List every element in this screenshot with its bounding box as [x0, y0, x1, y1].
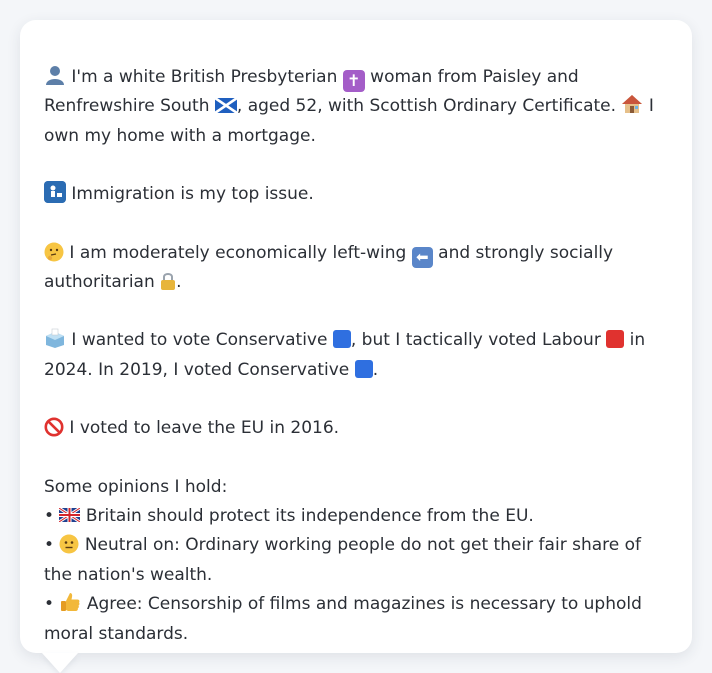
- house-icon: [622, 95, 643, 114]
- intro-text-3: , aged 52, with Scottish Ordinary Certif…: [236, 96, 622, 117]
- left-arrow-icon: ⬅: [411, 246, 433, 268]
- ballot-box-icon: [46, 329, 64, 349]
- eu-vote-text: I voted to leave the EU in 2016.: [64, 418, 340, 439]
- no-entry-icon: [44, 417, 64, 437]
- vote-text-1: I wanted to vote Conservative: [66, 330, 333, 351]
- thinking-face-icon: [44, 242, 64, 262]
- opinions-heading: Some opinions I hold:: [44, 476, 228, 497]
- vote-paragraph: I wanted to vote Conservative , but I ta…: [44, 326, 668, 385]
- bullet: •: [44, 535, 55, 556]
- spacer: [44, 297, 668, 326]
- thumbs-up-icon: [61, 593, 80, 612]
- vote-text-4: .: [372, 359, 379, 380]
- intro-text-1: I'm a white British Presbyterian: [66, 67, 343, 87]
- top-issue-text: Immigration is my top issue.: [66, 184, 314, 205]
- speech-bubble-tail: [42, 653, 78, 673]
- blue-square-icon: [354, 359, 373, 378]
- intro-text-2: woman from Paisley and Renfrewshire Sout…: [44, 67, 579, 117]
- opinion-item: • Agree: Censorship of films and magazin…: [44, 590, 668, 649]
- spacer: [44, 151, 668, 180]
- ideology-text-1: I am moderately economically left-wing: [64, 242, 412, 263]
- vote-text-3: in 2024. In 2019, I voted Conservative: [44, 330, 646, 380]
- spacer: [44, 444, 668, 473]
- opinion-text: Britain should protect its independence …: [80, 506, 534, 527]
- passport-control-icon: [44, 181, 66, 204]
- ideology-paragraph: I am moderately economically left-wing ⬅…: [44, 239, 668, 298]
- ideology-text-2: and strongly socially authoritarian: [44, 242, 614, 293]
- ideology-text-3: .: [176, 272, 182, 293]
- persona-card: I'm a white British Presbyterian ✝ woman…: [20, 20, 692, 653]
- intro-paragraph: I'm a white British Presbyterian ✝ woman…: [44, 63, 668, 151]
- vote-text-2: , but I tactically voted Labour: [350, 330, 607, 351]
- latin-cross-icon: ✝: [342, 70, 365, 92]
- uk-flag-icon: [59, 508, 81, 523]
- bullet: •: [44, 506, 55, 527]
- blue-square-icon: [332, 330, 351, 349]
- scotland-flag-icon: [214, 98, 237, 114]
- neutral-face-icon: [59, 534, 79, 554]
- bullet: •: [44, 594, 55, 615]
- top-issue-paragraph: Immigration is my top issue.: [44, 180, 668, 209]
- opinion-item: • Britain should protect its independenc…: [44, 502, 668, 531]
- intro-text-4: I own my home with a mortgage.: [44, 96, 654, 146]
- lock-icon: [161, 273, 176, 291]
- person-icon: [46, 66, 64, 85]
- eu-vote-paragraph: I voted to leave the EU in 2016.: [44, 414, 668, 443]
- opinion-item: • Neutral on: Ordinary working people do…: [44, 531, 668, 590]
- red-square-icon: [606, 330, 625, 349]
- spacer: [44, 385, 668, 414]
- opinion-text: Agree: Censorship of films and magazines…: [44, 594, 642, 644]
- spacer: [44, 210, 668, 239]
- opinion-text: Neutral on: Ordinary working people do n…: [44, 535, 641, 585]
